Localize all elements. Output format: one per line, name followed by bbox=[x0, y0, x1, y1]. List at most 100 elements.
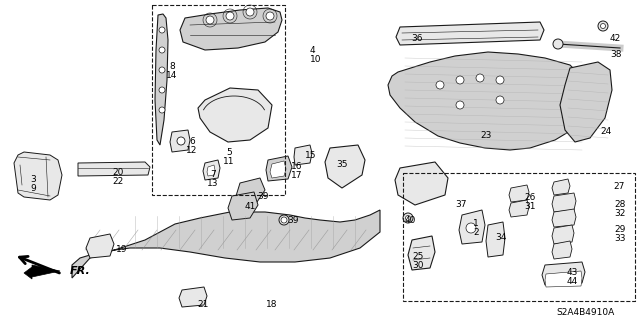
Text: 19: 19 bbox=[116, 245, 127, 254]
Polygon shape bbox=[552, 179, 570, 195]
Circle shape bbox=[177, 137, 185, 145]
Polygon shape bbox=[203, 160, 220, 180]
Circle shape bbox=[159, 27, 165, 33]
Circle shape bbox=[436, 81, 444, 89]
Circle shape bbox=[266, 12, 274, 20]
Text: 38: 38 bbox=[610, 50, 621, 59]
Text: 36: 36 bbox=[411, 34, 422, 43]
Text: 35: 35 bbox=[336, 160, 348, 169]
Text: 13: 13 bbox=[207, 179, 219, 188]
Circle shape bbox=[246, 8, 254, 16]
Text: 40: 40 bbox=[405, 216, 417, 225]
Polygon shape bbox=[396, 22, 544, 45]
Circle shape bbox=[600, 24, 605, 28]
Text: 32: 32 bbox=[614, 209, 625, 218]
Circle shape bbox=[159, 107, 165, 113]
Text: FR.: FR. bbox=[70, 266, 91, 276]
Text: 27: 27 bbox=[613, 182, 625, 191]
Polygon shape bbox=[24, 265, 60, 279]
Polygon shape bbox=[78, 162, 150, 176]
Circle shape bbox=[476, 74, 484, 82]
Text: 39: 39 bbox=[257, 192, 269, 201]
Polygon shape bbox=[552, 209, 576, 227]
Text: 22: 22 bbox=[113, 177, 124, 186]
Text: 44: 44 bbox=[566, 277, 578, 286]
Polygon shape bbox=[155, 14, 168, 145]
Text: 16: 16 bbox=[291, 162, 303, 171]
Polygon shape bbox=[545, 271, 582, 287]
Text: 37: 37 bbox=[455, 200, 467, 209]
Text: 8: 8 bbox=[169, 62, 175, 71]
Text: 34: 34 bbox=[495, 233, 506, 242]
Circle shape bbox=[456, 101, 464, 109]
Circle shape bbox=[406, 216, 410, 220]
Polygon shape bbox=[560, 62, 612, 142]
Text: 6: 6 bbox=[189, 137, 195, 146]
Circle shape bbox=[466, 223, 476, 233]
Text: 17: 17 bbox=[291, 171, 303, 180]
Text: 10: 10 bbox=[310, 55, 321, 64]
Circle shape bbox=[159, 47, 165, 53]
Text: 3: 3 bbox=[30, 175, 36, 184]
Text: 9: 9 bbox=[30, 184, 36, 193]
Text: 18: 18 bbox=[266, 300, 278, 309]
Text: 33: 33 bbox=[614, 234, 625, 243]
Text: 31: 31 bbox=[524, 202, 536, 211]
Circle shape bbox=[206, 16, 214, 24]
Circle shape bbox=[598, 21, 608, 31]
Circle shape bbox=[226, 12, 234, 20]
Text: 43: 43 bbox=[566, 268, 578, 277]
Text: 42: 42 bbox=[610, 34, 621, 43]
Polygon shape bbox=[486, 222, 505, 257]
Polygon shape bbox=[266, 156, 292, 181]
Circle shape bbox=[496, 96, 504, 104]
Text: 11: 11 bbox=[223, 157, 235, 166]
Polygon shape bbox=[198, 88, 272, 142]
Circle shape bbox=[281, 217, 287, 223]
Polygon shape bbox=[180, 8, 282, 50]
Text: 26: 26 bbox=[524, 193, 536, 202]
Polygon shape bbox=[552, 241, 572, 259]
Polygon shape bbox=[170, 130, 190, 152]
Polygon shape bbox=[14, 152, 62, 200]
Circle shape bbox=[279, 215, 289, 225]
Circle shape bbox=[403, 213, 413, 223]
Text: 23: 23 bbox=[480, 131, 492, 140]
Text: 2: 2 bbox=[473, 228, 479, 237]
Text: 1: 1 bbox=[473, 219, 479, 228]
Polygon shape bbox=[459, 210, 485, 244]
Text: 25: 25 bbox=[412, 252, 424, 261]
Polygon shape bbox=[408, 236, 435, 270]
Text: 12: 12 bbox=[186, 146, 198, 155]
Polygon shape bbox=[395, 162, 448, 205]
Text: 30: 30 bbox=[412, 261, 424, 270]
Text: 15: 15 bbox=[305, 151, 317, 160]
Text: 29: 29 bbox=[614, 225, 625, 234]
Polygon shape bbox=[325, 145, 365, 188]
Text: 14: 14 bbox=[166, 71, 178, 80]
Circle shape bbox=[159, 87, 165, 93]
Polygon shape bbox=[294, 145, 312, 165]
Text: 39: 39 bbox=[287, 216, 298, 225]
Polygon shape bbox=[236, 178, 265, 208]
Text: 7: 7 bbox=[210, 170, 216, 179]
Polygon shape bbox=[72, 210, 380, 278]
Polygon shape bbox=[388, 52, 590, 150]
Polygon shape bbox=[542, 262, 585, 285]
Circle shape bbox=[456, 76, 464, 84]
Polygon shape bbox=[509, 200, 529, 217]
Polygon shape bbox=[86, 234, 114, 258]
Polygon shape bbox=[179, 287, 207, 307]
Text: 41: 41 bbox=[244, 202, 256, 211]
Polygon shape bbox=[552, 225, 574, 244]
Polygon shape bbox=[509, 185, 529, 202]
Circle shape bbox=[496, 76, 504, 84]
Text: 4: 4 bbox=[310, 46, 316, 55]
Circle shape bbox=[159, 67, 165, 73]
Polygon shape bbox=[207, 165, 215, 176]
Polygon shape bbox=[228, 192, 258, 220]
Polygon shape bbox=[552, 193, 576, 212]
Text: 20: 20 bbox=[112, 168, 124, 177]
Polygon shape bbox=[270, 161, 286, 178]
Text: 5: 5 bbox=[226, 148, 232, 157]
